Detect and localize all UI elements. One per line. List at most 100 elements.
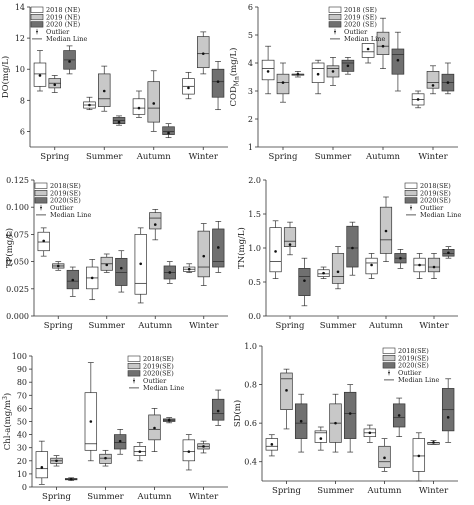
legend-swatch [30, 6, 44, 13]
y-axis-title: TN(mg/L) [236, 227, 247, 269]
box-0-0 [269, 220, 282, 279]
legend-label: 2020(SE) [420, 197, 451, 205]
box-2-0 [361, 43, 375, 64]
box-mean-dot [167, 418, 171, 422]
y-tick-label: 50 [17, 418, 27, 427]
legend-label: 2019(SE) [143, 362, 174, 370]
x-tick-label: Autumn [137, 321, 173, 331]
box-mean-dot [53, 83, 57, 87]
x-tick-label: Autumn [136, 492, 172, 502]
box-mean-dot [288, 243, 292, 246]
box-3-1 [427, 253, 441, 279]
y-axis-title-main: TP(mg/L) [4, 228, 15, 268]
y-tick-label: 70 [17, 391, 27, 400]
box-body [314, 430, 328, 443]
chart-legend: 2018 (NE)2019 (NE)2020 (NE)OutlierMedian… [30, 6, 87, 43]
chart-panel-3: 0.000 0.025 0.050 0.075 0.100 0.125 TP(mg/L) Sp… [4, 176, 228, 331]
box-3-0 [413, 253, 426, 279]
legend-outlier-dot [133, 379, 135, 382]
y-tick-label: 0.6 [244, 419, 257, 428]
box-0-1 [276, 62, 290, 103]
box-mean-dot [397, 414, 401, 417]
box-2-1 [379, 196, 393, 262]
y-axis-title-main: SD(m) [232, 400, 243, 427]
box-2-0 [363, 424, 377, 443]
box-3-2 [212, 220, 225, 273]
legend-swatch [404, 182, 418, 189]
box-mean-dot [334, 421, 337, 425]
y-tick-label: 100 [12, 352, 27, 361]
x-tick-label: Summer [320, 321, 357, 331]
box-mean-dot [348, 412, 352, 415]
box-mean-dot [446, 81, 450, 84]
y-axis-title: TP(mg/L) [4, 228, 15, 268]
legend-label: Median Line [420, 211, 461, 219]
box-body [283, 227, 297, 247]
box-mean-dot [187, 267, 191, 271]
box-2-2 [163, 261, 176, 284]
box-mean-dot [152, 102, 156, 105]
legend-label: 2020(SE) [50, 197, 81, 205]
box-mean-dot [216, 246, 220, 249]
legend-swatch [404, 190, 418, 197]
box-mean-dot [168, 271, 172, 274]
box-body [197, 230, 210, 278]
legend-outlier-dot [334, 30, 336, 33]
legend-swatch [382, 347, 396, 354]
legend-label: Median Line [46, 35, 87, 43]
box-mean-dot [299, 419, 303, 423]
box-mean-dot [167, 131, 170, 135]
box-mean-dot [281, 81, 285, 84]
y-tick-label: 10 [17, 470, 27, 479]
box-body [162, 126, 175, 135]
y-axis-title: Chl-a(mg/m3) [2, 393, 13, 451]
legend-label: 2018(SE) [420, 182, 451, 190]
chart-panel-1: 6 8 10 12 14 DO(mg/L) Spring Summer Autumn Winter… [0, 3, 228, 162]
box-1-1 [98, 65, 111, 112]
box-3-0 [182, 434, 196, 471]
y-tick-label: 1.0 [248, 244, 261, 253]
x-tick-label: Summer [317, 486, 354, 496]
box-body [35, 451, 49, 479]
box-1-1 [100, 253, 113, 273]
legend-swatch [30, 14, 44, 21]
x-tick-label: Spring [269, 152, 299, 162]
box-3-1 [197, 223, 210, 286]
box-body [343, 391, 357, 439]
x-tick-label: Spring [40, 152, 70, 162]
box-body [132, 98, 146, 115]
y-tick-label: 0.4 [244, 458, 257, 467]
legend-swatch [382, 362, 396, 369]
legend-label: Median Line [398, 376, 439, 384]
legend-label: Outlier [50, 204, 74, 212]
box-mean-dot [336, 270, 340, 274]
box-3-2 [211, 61, 225, 111]
box-mean-dot [446, 416, 450, 419]
box-2-1 [376, 17, 390, 69]
box-0-1 [50, 455, 63, 467]
legend-outlier-dot [40, 206, 42, 209]
x-tick-label: Autumn [365, 152, 401, 162]
x-tick-label: Winter [419, 321, 449, 331]
y-tick-label: 1 [248, 143, 253, 152]
box-mean-dot [383, 456, 386, 460]
box-mean-dot [285, 389, 288, 392]
chart-panel-6: 0.4 0.6 0.8 1.0 SD(m) Spring Summer Autumn Winte… [232, 342, 458, 496]
y-tick-label: 12 [15, 34, 25, 43]
y-tick-label: 0.125 [6, 176, 29, 185]
box-mean-dot [447, 251, 450, 255]
box-mean-dot [396, 58, 400, 62]
legend-outlier-dot [388, 371, 390, 374]
y-tick-label: 10 [15, 65, 25, 74]
y-tick-label: 0.000 [6, 312, 29, 321]
box-2-1 [148, 408, 161, 452]
box-mean-dot [89, 420, 93, 423]
box-mean-dot [270, 443, 274, 446]
y-tick-label: 4 [248, 59, 253, 68]
y-axis-title: CODMn(mg/L) [228, 48, 241, 107]
box-3-1 [197, 440, 210, 454]
legend-swatch [34, 182, 48, 189]
box-1-1 [99, 449, 112, 467]
legend-outlier-dot [410, 206, 412, 209]
box-3-2 [211, 389, 225, 426]
